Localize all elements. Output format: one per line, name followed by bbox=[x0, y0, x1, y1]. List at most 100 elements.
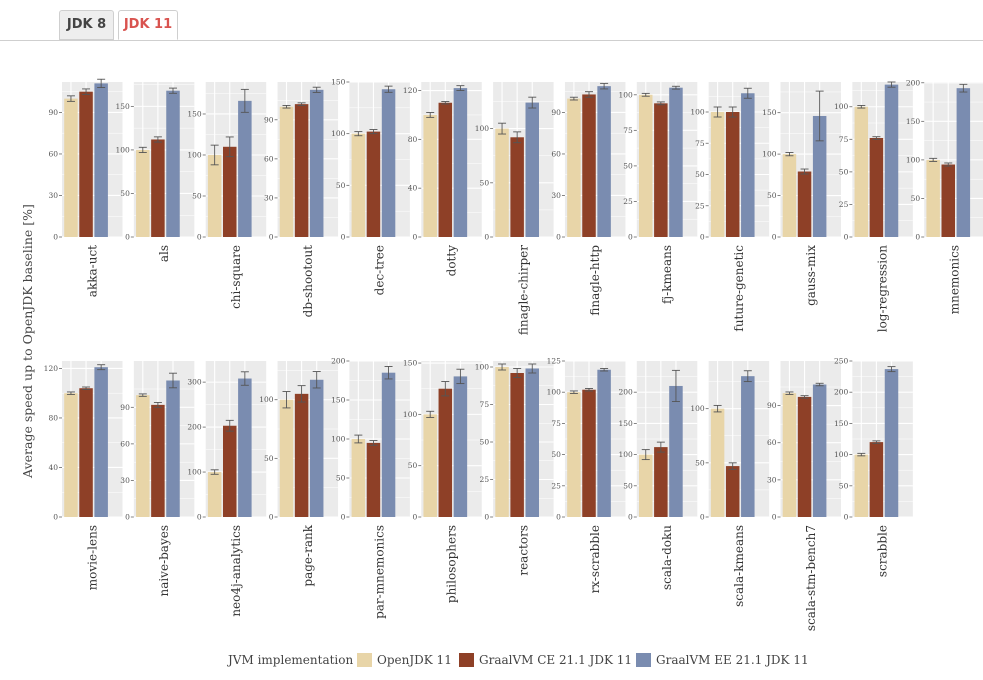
y-tick-label: 50 bbox=[623, 161, 633, 170]
error-bar bbox=[743, 370, 752, 383]
facet-label: naive-bayes bbox=[157, 525, 171, 597]
facet-dec-tree: 0 50 100 150 dec-tree bbox=[331, 78, 410, 295]
bar-fj-kmeans-graalvm-ce-21-1-jdk-11 bbox=[654, 103, 668, 237]
error-bar bbox=[441, 381, 450, 397]
bar-akka-uct-graalvm-ce-21-1-jdk-11 bbox=[79, 91, 93, 237]
facet-finagle-http: 0 30 60 90 finagle-http bbox=[551, 82, 626, 316]
facet-label: db-shootout bbox=[301, 245, 315, 318]
error-bar bbox=[671, 369, 680, 403]
y-tick-label: 50 bbox=[480, 178, 490, 187]
y-tick-label: 100 bbox=[762, 150, 777, 159]
bar-scala-doku-openjdk-11 bbox=[639, 454, 653, 517]
y-tick-label: 75 bbox=[551, 419, 561, 428]
y-tick-label: 90 bbox=[767, 401, 777, 410]
y-tick-label: 100 bbox=[690, 404, 705, 413]
bar-scala-kmeans-graalvm-ce-21-1-jdk-11 bbox=[725, 466, 740, 517]
bar-akka-uct-openjdk-11 bbox=[64, 98, 78, 237]
bar-als-graalvm-ee-21-1-jdk-11 bbox=[166, 90, 180, 237]
y-tick-label: 25 bbox=[695, 201, 705, 210]
tab-jdk8[interactable]: JDK 8 bbox=[59, 10, 114, 40]
error-bar bbox=[800, 168, 809, 175]
bar-dec-tree-graalvm-ee-21-1-jdk-11 bbox=[381, 89, 396, 237]
facet-label: neo4j-analytics bbox=[229, 525, 243, 617]
facet-philosophers: 0 50 100 150 philosophers bbox=[403, 359, 482, 603]
y-tick-label: 0 bbox=[772, 513, 777, 522]
tab-jdk11[interactable]: JDK 11 bbox=[118, 10, 178, 40]
error-bar bbox=[297, 385, 306, 403]
error-bar bbox=[426, 112, 435, 118]
y-tick-label: 50 bbox=[839, 167, 849, 176]
error-bar bbox=[456, 85, 465, 91]
error-bar bbox=[528, 96, 537, 109]
y-tick-label: 0 bbox=[915, 233, 920, 242]
error-bar bbox=[513, 131, 522, 144]
bar-gauss-mix-openjdk-11 bbox=[782, 154, 797, 237]
facet-label: finagle-http bbox=[588, 245, 602, 316]
y-tick-label: 200 bbox=[618, 388, 633, 397]
bar-als-openjdk-11 bbox=[136, 149, 150, 237]
error-bar bbox=[569, 96, 578, 101]
y-tick-label: 50 bbox=[408, 461, 418, 470]
error-bar bbox=[569, 390, 578, 394]
facet-label: mnemonics bbox=[947, 245, 961, 314]
y-tick-label: 0 bbox=[844, 233, 849, 242]
bar-reactors-openjdk-11 bbox=[495, 367, 509, 517]
error-bar bbox=[138, 146, 147, 153]
bar-als-graalvm-ce-21-1-jdk-11 bbox=[151, 139, 165, 237]
bar-fj-kmeans-openjdk-11 bbox=[639, 94, 653, 238]
y-tick-label: 150 bbox=[116, 102, 131, 111]
error-bar bbox=[600, 368, 609, 372]
error-bar bbox=[641, 449, 650, 461]
bar-log-regression-graalvm-ce-21-1-jdk-11 bbox=[869, 138, 884, 237]
error-bar bbox=[153, 136, 162, 143]
error-bar bbox=[785, 152, 794, 157]
bar-movie-lens-graalvm-ee-21-1-jdk-11 bbox=[94, 367, 108, 517]
bar-mnemonics-openjdk-11 bbox=[926, 159, 940, 237]
facet-label: gauss-mix bbox=[804, 245, 818, 306]
bar-scrabble-graalvm-ee-21-1-jdk-11 bbox=[884, 369, 899, 517]
facet-label: scala-stm-bench7 bbox=[804, 525, 818, 631]
error-bar bbox=[815, 382, 824, 387]
bar-finagle-chirper-graalvm-ee-21-1-jdk-11 bbox=[525, 102, 539, 237]
y-tick-label: 30 bbox=[264, 193, 274, 202]
error-bar bbox=[225, 136, 234, 158]
bar-fj-kmeans-graalvm-ee-21-1-jdk-11 bbox=[669, 87, 683, 237]
y-tick-label: 50 bbox=[767, 191, 777, 200]
bar-log-regression-openjdk-11 bbox=[854, 106, 869, 238]
facet-label: par-mnemonics bbox=[373, 525, 387, 619]
y-tick-label: 0 bbox=[628, 233, 633, 242]
bar-chi-square-graalvm-ce-21-1-jdk-11 bbox=[223, 146, 237, 237]
y-tick-label: 50 bbox=[551, 450, 561, 459]
y-tick-label: 30 bbox=[551, 191, 561, 200]
error-bar bbox=[528, 363, 537, 374]
y-tick-label: 100 bbox=[187, 468, 202, 477]
y-tick-label: 25 bbox=[623, 197, 633, 206]
error-bar bbox=[944, 162, 953, 167]
y-axis-title: Average speed up to OpenJDK baseline [%] bbox=[20, 204, 35, 479]
facet-label: reactors bbox=[516, 525, 530, 576]
bar-chi-square-openjdk-11 bbox=[207, 154, 222, 237]
y-tick-label: 120 bbox=[44, 364, 59, 373]
y-tick-label: 0 bbox=[125, 233, 130, 242]
facet-reactors: 0 25 50 75 100 reactors bbox=[475, 361, 554, 576]
legend-entry: GraalVM CE 21.1 JDK 11 bbox=[479, 653, 632, 667]
error-bar bbox=[713, 106, 722, 118]
facet-fj-kmeans: 0 25 50 75 100 fj-kmeans bbox=[618, 82, 698, 304]
facet-label: scala-kmeans bbox=[732, 525, 746, 607]
bar-future-genetic-graalvm-ee-21-1-jdk-11 bbox=[741, 93, 755, 237]
bar-reactors-graalvm-ee-21-1-jdk-11 bbox=[525, 368, 539, 517]
y-tick-label: 80 bbox=[48, 413, 58, 422]
error-bar bbox=[743, 87, 752, 99]
y-tick-label: 150 bbox=[331, 396, 346, 405]
error-bar bbox=[872, 136, 881, 140]
facet-neo4j-analytics: 0 100 200 300 neo4j-analytics bbox=[187, 361, 267, 617]
facet-scala-kmeans: 0 50 100 scala-kmeans bbox=[690, 361, 770, 607]
error-bar bbox=[169, 87, 177, 94]
error-bar bbox=[872, 440, 881, 444]
bar-gauss-mix-graalvm-ee-21-1-jdk-11 bbox=[812, 115, 827, 237]
bar-philosophers-graalvm-ce-21-1-jdk-11 bbox=[438, 388, 453, 517]
error-bar bbox=[369, 129, 378, 135]
bar-scala-stm-bench7-graalvm-ce-21-1-jdk-11 bbox=[797, 396, 812, 517]
y-tick-label: 50 bbox=[264, 454, 274, 463]
facet-mnemonics: 0 50 100 150 200 mnemonics bbox=[906, 78, 983, 314]
